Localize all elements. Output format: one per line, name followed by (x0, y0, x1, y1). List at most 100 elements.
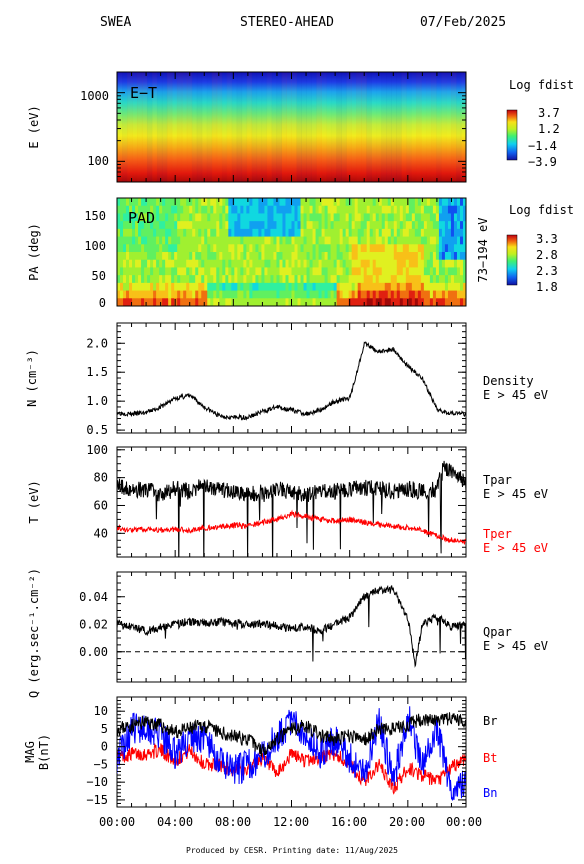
pad-cell (345, 205, 350, 214)
pad-cell (216, 252, 220, 261)
pad-cell (279, 244, 283, 253)
pad-cell (168, 259, 172, 268)
pad-cell (381, 236, 386, 245)
et-cbar-tick-2: −1.4 (528, 139, 557, 153)
pad-cell (237, 282, 241, 291)
pad-cell (360, 213, 365, 222)
pad-cell (189, 198, 193, 207)
pad-cell (369, 267, 374, 276)
pad-cell (438, 236, 443, 245)
pad-cell (321, 298, 325, 306)
pad-cell (375, 244, 380, 253)
pad-cell (330, 252, 335, 261)
pad-cell (297, 221, 301, 230)
pad-cell (255, 259, 259, 268)
pad-cell (441, 228, 446, 237)
y-tick-label: 100 (86, 443, 108, 457)
pad-cell (348, 205, 353, 214)
pad-cell (453, 282, 458, 291)
pad-cell (222, 298, 226, 306)
pad-cell (189, 221, 193, 230)
pad-cell (384, 252, 389, 261)
pad-cell (123, 275, 127, 284)
pad-cell (162, 236, 166, 245)
pad-cell (201, 236, 205, 245)
pad-cell (126, 244, 130, 253)
pad-cell (120, 244, 124, 253)
pad-cell (243, 275, 247, 284)
pad-cell (372, 267, 377, 276)
pad-cell (138, 228, 142, 237)
pad-cell (288, 259, 292, 268)
pad-cell (309, 267, 313, 276)
pad-cell (159, 236, 163, 245)
pad-cell (390, 259, 395, 268)
pad-cell (171, 221, 175, 230)
pad-cell (318, 205, 322, 214)
pad-cell (453, 252, 458, 261)
pad-cell (120, 213, 124, 222)
pad-cell (270, 275, 274, 284)
pad-cell (162, 259, 166, 268)
pad-cell (288, 236, 292, 245)
pad-cell (372, 213, 377, 222)
pad-cell (402, 259, 407, 268)
xtick-0000: 00:00 (99, 815, 135, 829)
pad-cell (117, 267, 121, 276)
pad-cell (177, 221, 181, 230)
pad-cell (303, 236, 307, 245)
pad-cell (366, 236, 371, 245)
pad-cell (144, 213, 148, 222)
pad-cell (132, 198, 136, 207)
pad-cell (372, 221, 377, 230)
pad-cell (297, 275, 301, 284)
pad-cell (462, 221, 466, 230)
pad-cell (135, 282, 139, 291)
pad-cell (234, 236, 238, 245)
pad-cell (129, 252, 133, 261)
pad-cell (381, 298, 386, 306)
pad-cell (234, 252, 238, 261)
pad-cell (285, 282, 289, 291)
pad-cell (399, 236, 404, 245)
pad-cell (393, 228, 398, 237)
pad-cell (234, 298, 238, 306)
pad-cell (426, 221, 431, 230)
pad-cell (459, 213, 464, 222)
pad-cell (132, 298, 136, 306)
pad-cell (255, 298, 259, 306)
pad-cell (219, 228, 223, 237)
pad-cell (117, 290, 121, 299)
pad-cell (198, 228, 202, 237)
pad-cell (141, 259, 145, 268)
pad-cell (420, 198, 425, 207)
pad-cell (369, 275, 374, 284)
pad-cell (222, 205, 226, 214)
pad-cell (285, 290, 289, 299)
pad-cell (234, 244, 238, 253)
pad-cell (294, 267, 298, 276)
pad-cell (279, 228, 283, 237)
pad-cell (441, 298, 446, 306)
pad-cell (387, 205, 392, 214)
pad-cell (339, 205, 344, 214)
pad-cell (357, 298, 362, 306)
pad-cell (330, 221, 335, 230)
pad-cell (249, 244, 253, 253)
pad-cell (411, 205, 416, 214)
pad-cell (138, 236, 142, 245)
pad-cell (225, 236, 229, 245)
pad-cell (453, 244, 458, 253)
pad-cell (264, 282, 268, 291)
pad-cell (369, 252, 374, 261)
pad-cell (438, 267, 443, 276)
pad-cell (228, 252, 232, 261)
pad-cell (270, 298, 274, 306)
pad-cell (288, 267, 292, 276)
pad-cell (267, 228, 271, 237)
pad-cell (327, 228, 332, 237)
pad-cell (252, 259, 256, 268)
pad-cell (402, 244, 407, 253)
pad-cell (354, 244, 359, 253)
pad-cell (123, 267, 127, 276)
